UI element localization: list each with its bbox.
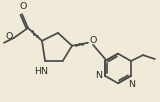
Text: HN: HN (34, 67, 48, 76)
Text: N: N (95, 71, 102, 80)
Text: O: O (90, 36, 97, 45)
Text: O: O (19, 2, 27, 11)
Text: O: O (6, 32, 13, 41)
Text: N: N (128, 80, 136, 89)
